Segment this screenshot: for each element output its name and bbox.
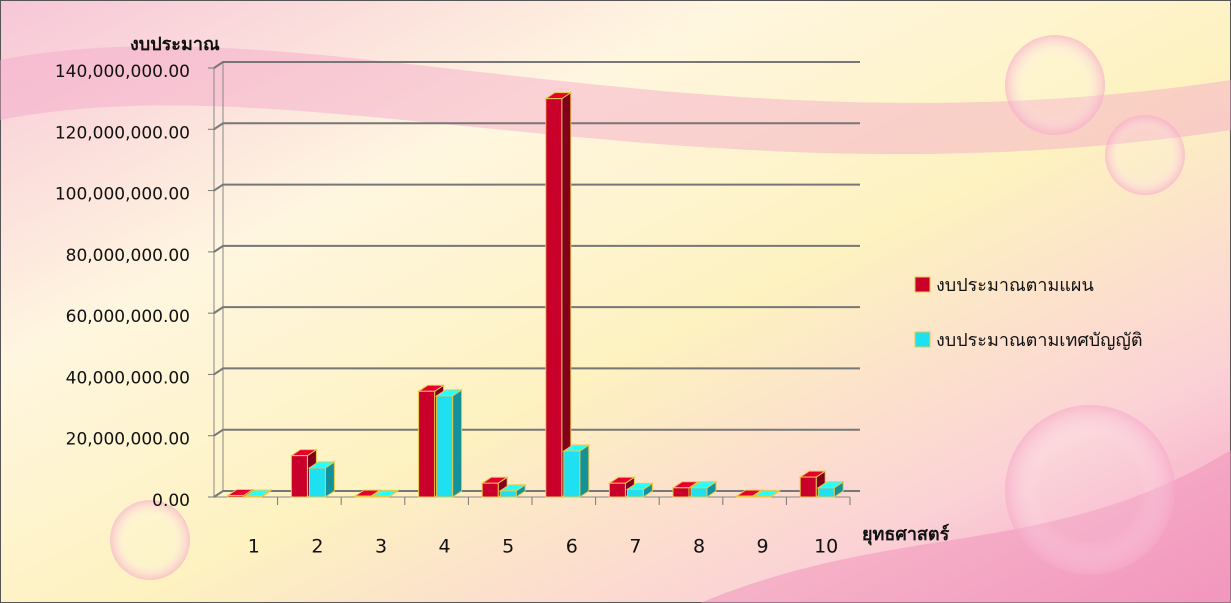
bar xyxy=(354,495,372,498)
legend-label: งบประมาณตามแผน xyxy=(936,275,1094,296)
bar xyxy=(436,395,454,498)
legend-label: งบประมาณตามเทศบัญญัติ xyxy=(936,330,1143,351)
bar xyxy=(799,476,817,498)
y-tick-label: 20,000,000.00 xyxy=(66,430,190,450)
bar-side xyxy=(579,444,590,498)
x-tick-label: 2 xyxy=(311,536,323,558)
bar xyxy=(817,487,835,498)
bar xyxy=(418,390,436,498)
bar xyxy=(672,487,690,498)
grid-line xyxy=(213,183,860,192)
y-tick-label: 80,000,000.00 xyxy=(66,246,190,266)
bar-side xyxy=(452,388,463,498)
y-tick-label: 140,000,000.00 xyxy=(55,62,190,82)
y-tick-label: 100,000,000.00 xyxy=(55,185,190,205)
bar xyxy=(754,495,772,498)
decor-swoosh xyxy=(0,46,1231,155)
decor-bubble xyxy=(1105,115,1185,195)
grid-line xyxy=(213,367,860,376)
bar xyxy=(499,490,517,498)
bar xyxy=(290,455,308,498)
plot-area: 0.00 20,000,000.00 40,000,000.00 60,000,000… xyxy=(55,61,860,558)
bar xyxy=(736,495,754,498)
decor-bubble xyxy=(1005,35,1105,135)
x-tick-label: 8 xyxy=(693,536,705,558)
decor-bubble xyxy=(110,500,190,580)
x-tick-label: 4 xyxy=(439,536,451,558)
y-tick-label: 40,000,000.00 xyxy=(66,368,190,388)
bar xyxy=(563,450,581,498)
grid-line xyxy=(213,61,860,69)
bar xyxy=(545,98,563,498)
bar xyxy=(690,487,708,498)
bar-side xyxy=(561,91,572,498)
bar xyxy=(227,494,245,498)
x-tick-label: 1 xyxy=(248,536,260,558)
x-axis-title: ยุทธศาสตร์ xyxy=(862,523,950,546)
legend-swatch xyxy=(914,276,931,293)
decor-bubble xyxy=(1005,405,1175,575)
y-axis-title: งบประมาณ xyxy=(130,34,220,55)
grid-line xyxy=(213,244,860,253)
x-tick-label: 5 xyxy=(502,536,514,558)
x-tick-label: 3 xyxy=(375,536,387,558)
bar xyxy=(372,495,390,498)
bar xyxy=(245,495,263,498)
y-tick-label: 120,000,000.00 xyxy=(55,123,190,143)
grid-line xyxy=(213,122,860,131)
x-tick-label: 9 xyxy=(757,536,769,558)
bar xyxy=(308,467,326,498)
bar xyxy=(608,482,626,498)
x-tick-label: 10 xyxy=(814,536,838,558)
bar xyxy=(481,482,499,498)
x-tick-label: 7 xyxy=(629,536,641,558)
y-tick-label: 0.00 xyxy=(152,491,190,511)
legend-swatch xyxy=(914,331,931,348)
x-tick-label: 6 xyxy=(566,536,578,558)
grid-line xyxy=(213,428,860,437)
y-tick-label: 60,000,000.00 xyxy=(66,307,190,327)
grid-line xyxy=(213,306,860,314)
bar xyxy=(626,488,644,498)
